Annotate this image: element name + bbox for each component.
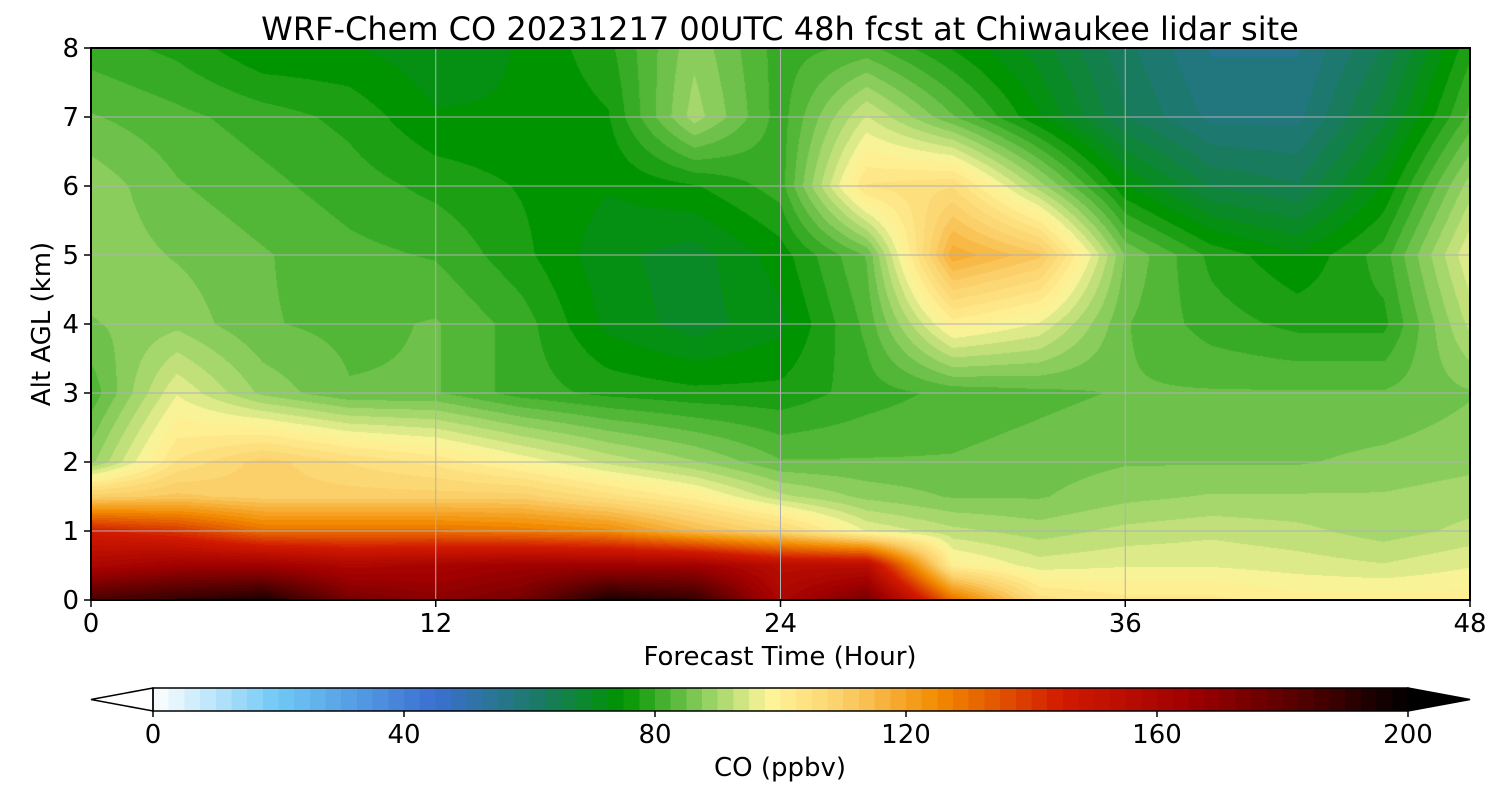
colorbar-low-extend-arrow bbox=[90, 687, 154, 712]
colorbar-tick-label: 40 bbox=[387, 720, 420, 750]
y-tick-label: 5 bbox=[62, 241, 79, 271]
colorbar-tick-label: 160 bbox=[1132, 720, 1182, 750]
colorbar-ticks: 0 40 80 120 160 200 bbox=[145, 711, 1433, 750]
x-axis-label: Forecast Time (Hour) bbox=[643, 642, 916, 672]
colorbar: 0 40 80 120 160 200 CO (ppbv) bbox=[90, 687, 1471, 783]
grid-lines bbox=[91, 48, 1470, 600]
y-tick-label: 0 bbox=[62, 586, 79, 616]
colorbar-frame bbox=[152, 687, 1409, 712]
colorbar-label: CO (ppbv) bbox=[714, 753, 846, 783]
x-tick-label: 36 bbox=[1109, 609, 1142, 639]
x-tick-label: 12 bbox=[419, 609, 452, 639]
colorbar-fill bbox=[153, 688, 1408, 711]
y-tick-label: 3 bbox=[62, 379, 79, 409]
colorbar-tick-label: 120 bbox=[881, 720, 931, 750]
colorbar-tick-label: 200 bbox=[1383, 720, 1433, 750]
x-tick-label: 48 bbox=[1453, 609, 1486, 639]
y-axis-ticks: 0 1 2 3 4 5 6 7 8 bbox=[62, 34, 91, 616]
colorbar-tick-label: 0 bbox=[145, 720, 162, 750]
x-tick-label: 24 bbox=[764, 609, 797, 639]
y-tick-label: 4 bbox=[62, 310, 79, 340]
y-tick-label: 6 bbox=[62, 172, 79, 202]
chart-title: WRF-Chem CO 20231217 00UTC 48h fcst at C… bbox=[261, 10, 1299, 48]
colorbar-tick-label: 80 bbox=[638, 720, 671, 750]
y-axis-label: Alt AGL (km) bbox=[27, 242, 57, 406]
x-tick-label: 0 bbox=[83, 609, 100, 639]
colorbar-high-extend-arrow bbox=[1407, 687, 1471, 712]
y-tick-label: 2 bbox=[62, 448, 79, 478]
y-tick-label: 8 bbox=[62, 34, 79, 64]
x-axis-ticks: 0 12 24 36 48 bbox=[83, 600, 1487, 639]
y-tick-label: 1 bbox=[62, 517, 79, 547]
y-tick-label: 7 bbox=[62, 103, 79, 133]
plot-area bbox=[90, 47, 1471, 601]
